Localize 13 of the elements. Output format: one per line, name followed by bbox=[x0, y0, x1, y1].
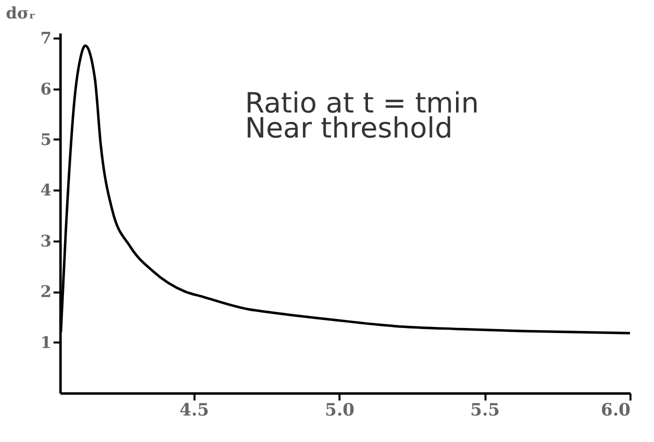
x-tick-label: 4.5 bbox=[179, 400, 210, 420]
y-tick-label: 3 bbox=[40, 231, 52, 250]
y-tick-label: 1 bbox=[40, 332, 52, 352]
y-tick-label: 2 bbox=[40, 282, 52, 302]
x-tick-label: 5.5 bbox=[470, 400, 500, 420]
x-tick-label: 5.0 bbox=[324, 400, 355, 420]
y-tick-label: 5 bbox=[40, 130, 52, 149]
y-tick-label: 4 bbox=[40, 180, 52, 200]
y-tick-label: 6 bbox=[40, 79, 52, 98]
annotation: Near threshold bbox=[245, 112, 453, 144]
y-axis-title: dσᵣ bbox=[6, 4, 36, 22]
x-tick-label: 6.0 bbox=[600, 400, 631, 420]
y-tick-label: 7 bbox=[40, 28, 52, 48]
